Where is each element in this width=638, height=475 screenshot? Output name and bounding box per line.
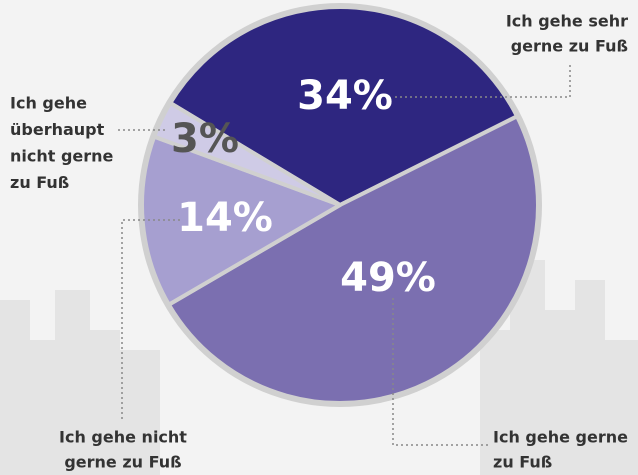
leader-line [395,64,571,98]
value-label: 14% [177,195,273,241]
category-label: Ich gehe nicht [59,428,187,447]
leader-line [392,298,488,446]
category-label: Ich gehe gerne [493,428,628,447]
category-label: zu Fuß [10,173,69,192]
skyline [0,260,638,475]
value-label: 3% [171,116,239,162]
pie-slice [168,5,520,207]
pie-slice [152,101,342,207]
value-label: 49% [340,255,436,301]
value-label: 34% [297,73,393,119]
category-label: überhaupt [10,120,105,139]
category-label: nicht gerne [10,147,114,166]
pie-slice [166,114,540,405]
category-label: gerne zu Fuß [511,37,628,56]
pie-slice [140,134,342,307]
leader-line [121,219,180,420]
category-label: Ich gehe sehr [506,12,628,31]
category-label: gerne zu Fuß [64,453,181,472]
category-label: zu Fuß [493,453,552,472]
category-label: Ich gehe [10,94,87,113]
